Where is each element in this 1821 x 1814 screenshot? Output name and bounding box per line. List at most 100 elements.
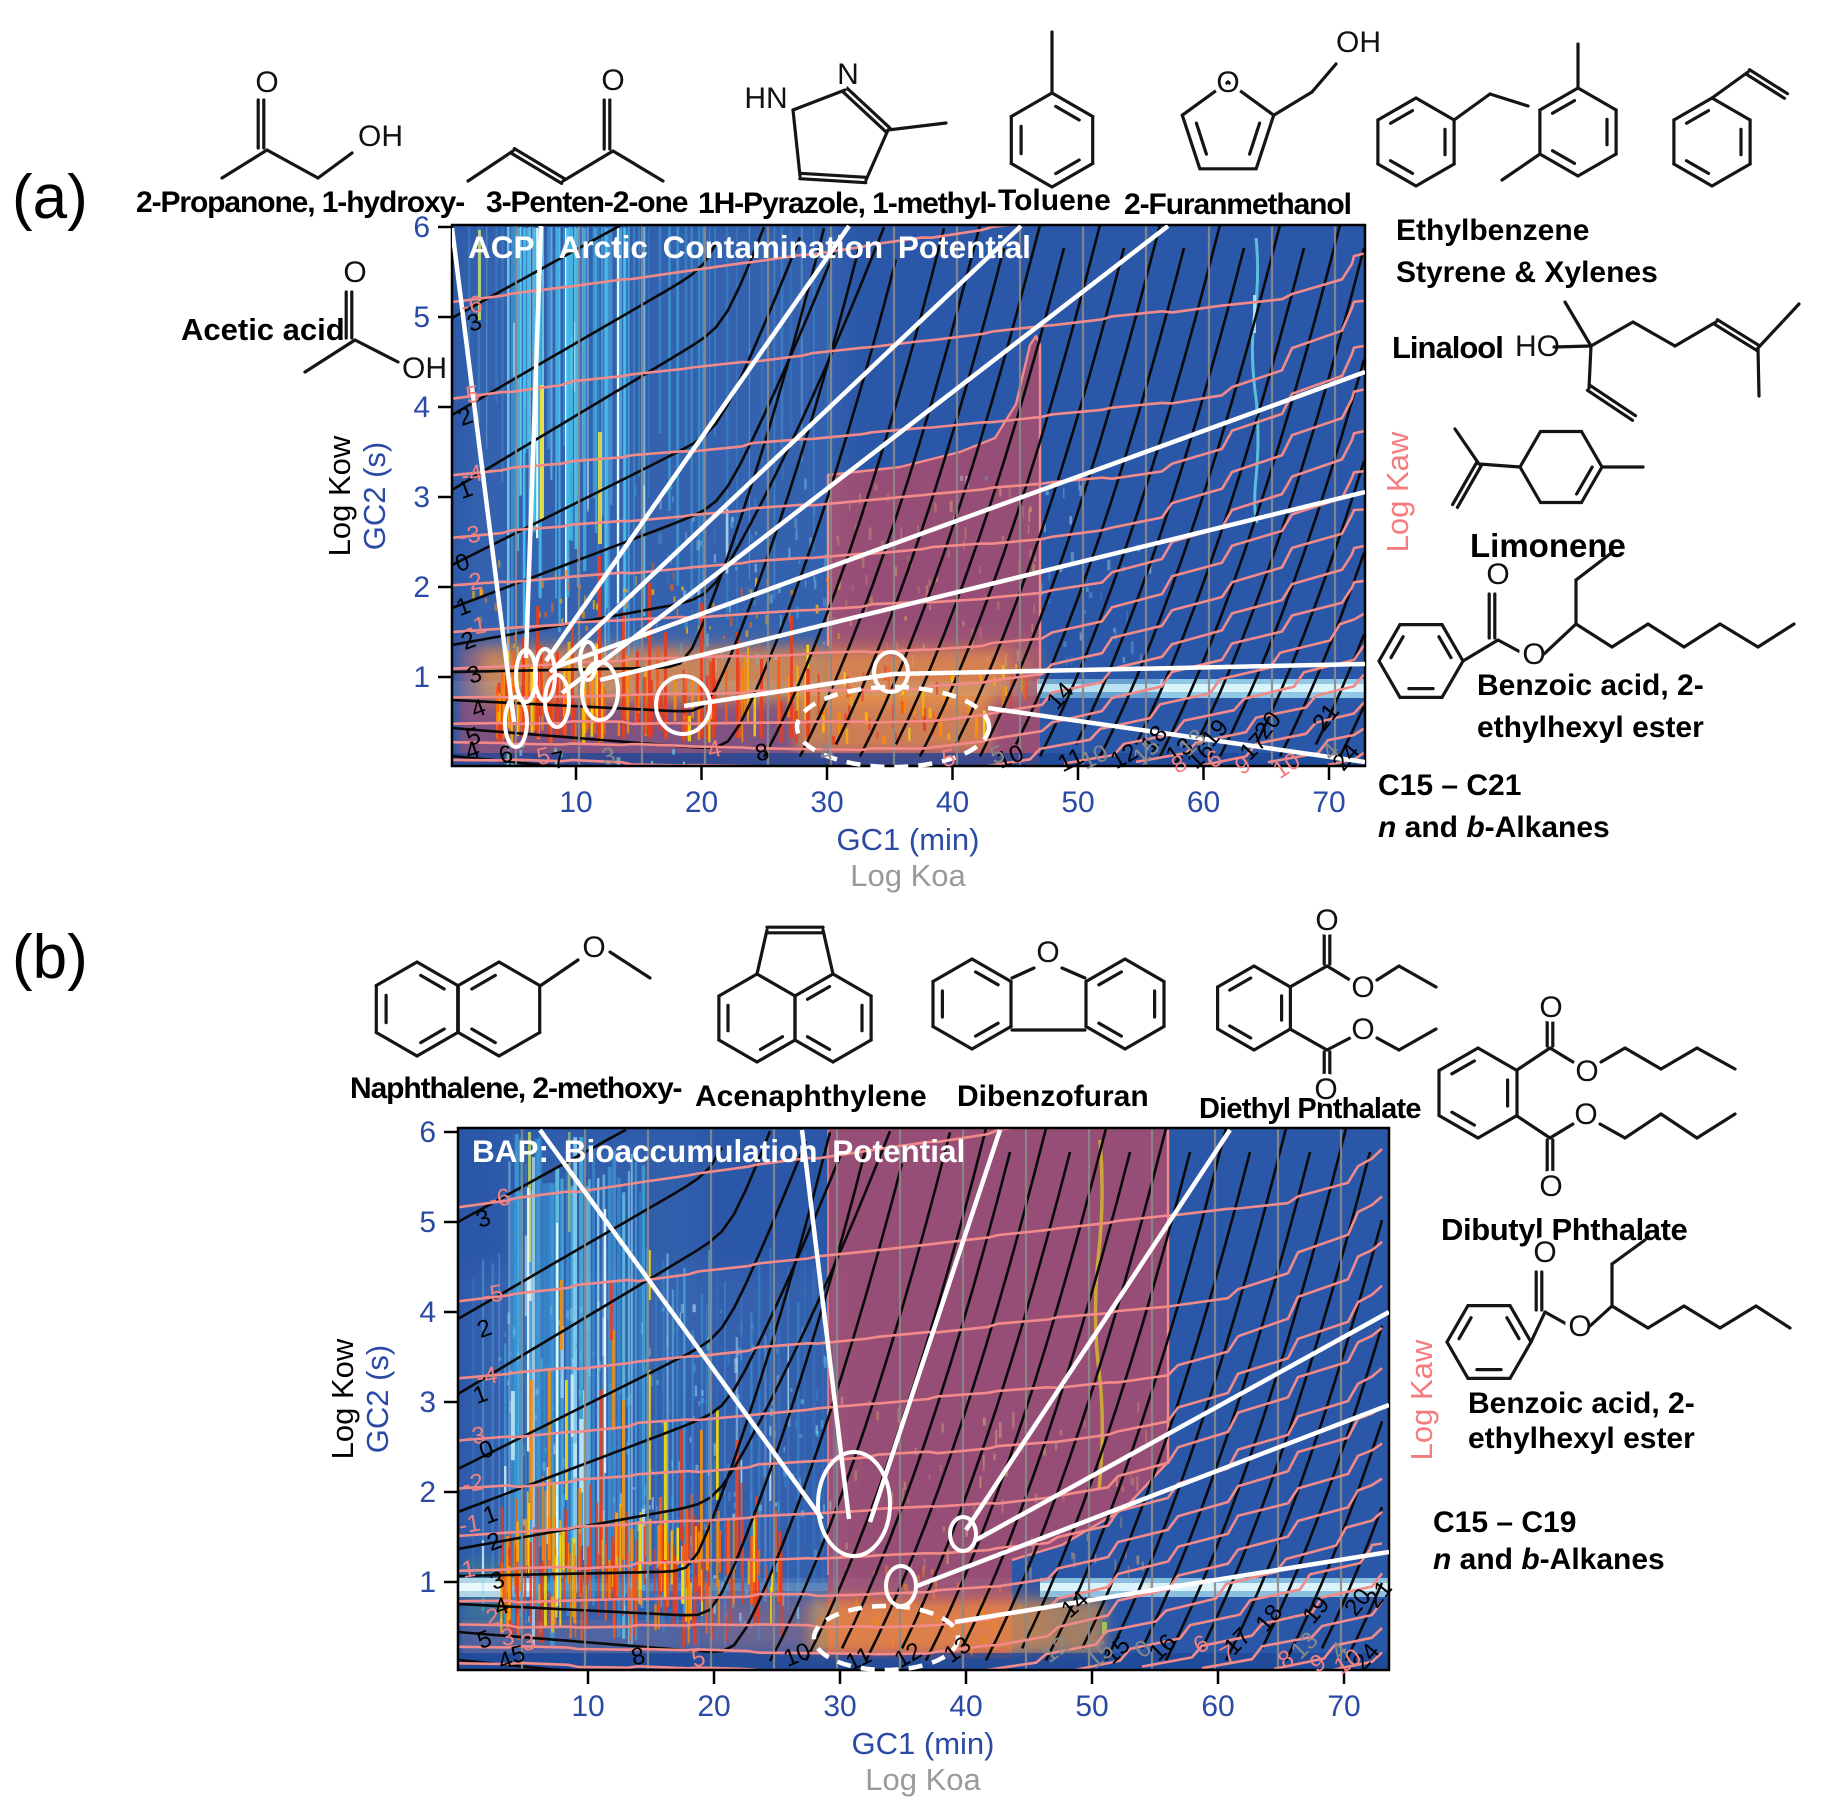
svg-text:O: O (255, 66, 278, 99)
svg-text:3: 3 (519, 1628, 538, 1657)
svg-text:30: 30 (810, 786, 843, 819)
svg-text:-1: -1 (457, 1509, 483, 1539)
svg-text:60: 60 (1187, 786, 1220, 819)
svg-text:70: 70 (1312, 786, 1345, 819)
svg-text:GC1 (min): GC1 (min) (837, 822, 980, 857)
svg-text:-5: -5 (456, 380, 482, 410)
svg-text:-5: -5 (480, 1279, 506, 1309)
svg-text:O: O (1522, 638, 1545, 671)
svg-text:3: 3 (499, 1623, 517, 1652)
svg-text:O: O (1539, 991, 1562, 1024)
svg-text:O: O (1351, 1013, 1374, 1046)
svg-text:5: 5 (419, 1206, 436, 1239)
svg-text:6: 6 (419, 1116, 436, 1149)
svg-text:-2: -2 (460, 1468, 486, 1498)
svg-text:GC2 (s): GC2 (s) (357, 442, 392, 551)
svg-text:-2: -2 (459, 567, 485, 597)
svg-text:4: 4 (816, 738, 835, 767)
svg-text:2-Furanmethanol: 2-Furanmethanol (1124, 188, 1351, 221)
svg-text:2: 2 (413, 571, 430, 604)
svg-text:(b): (b) (12, 923, 88, 992)
svg-text:5: 5 (508, 1640, 527, 1669)
svg-text:Benzoic acid, 2-: Benzoic acid, 2- (1477, 669, 1704, 702)
svg-text:n and b-Alkanes: n and b-Alkanes (1378, 811, 1610, 844)
svg-text:Styrene & Xylenes: Styrene & Xylenes (1396, 256, 1658, 289)
svg-text:2-Propanone, 1-hydroxy-: 2-Propanone, 1-hydroxy- (136, 186, 464, 219)
svg-text:1: 1 (413, 661, 430, 694)
svg-text:O: O (343, 256, 366, 289)
svg-text:Log Kaw: Log Kaw (1404, 1339, 1439, 1460)
svg-text:-3: -3 (462, 1421, 488, 1451)
svg-text:4: 4 (705, 735, 724, 764)
svg-text:Limonene: Limonene (1470, 527, 1626, 564)
svg-text:3: 3 (599, 742, 618, 771)
svg-text:50: 50 (1061, 786, 1094, 819)
svg-text:2: 2 (484, 1603, 502, 1632)
svg-text:O: O (1036, 936, 1059, 969)
svg-text:ethylhexyl ester: ethylhexyl ester (1468, 1422, 1695, 1455)
svg-text:40: 40 (936, 786, 969, 819)
svg-text:7: 7 (549, 746, 568, 775)
svg-text:Naphthalene, 2-methoxy-: Naphthalene, 2-methoxy- (350, 1072, 682, 1105)
svg-text:n and b-Alkanes: n and b-Alkanes (1433, 1543, 1665, 1576)
svg-text:10: 10 (559, 786, 592, 819)
svg-text:Acetic acid: Acetic acid (181, 312, 345, 347)
svg-text:-4: -4 (459, 459, 485, 489)
svg-text:ethylhexyl ester: ethylhexyl ester (1477, 711, 1704, 744)
svg-text:10: 10 (571, 1690, 604, 1723)
svg-text:5: 5 (689, 1644, 708, 1673)
svg-text:ACP: Arctic Contamination Pote: ACP: Arctic Contamination Potential (468, 229, 1031, 265)
svg-text:(a): (a) (12, 163, 88, 232)
svg-text:Benzoic acid, 2-: Benzoic acid, 2- (1468, 1387, 1695, 1420)
svg-text:OH: OH (358, 120, 403, 153)
svg-text:3: 3 (419, 1386, 436, 1419)
svg-text:8: 8 (628, 1642, 647, 1671)
svg-text:20: 20 (685, 786, 718, 819)
svg-text:5: 5 (940, 744, 958, 773)
svg-text:GC2 (s): GC2 (s) (360, 1345, 395, 1454)
svg-text:3: 3 (413, 481, 430, 514)
svg-text:Dibutyl Phthalate: Dibutyl Phthalate (1441, 1212, 1688, 1247)
svg-text:Linalool: Linalool (1392, 330, 1503, 365)
svg-text:OH: OH (402, 352, 447, 385)
svg-text:Log Koa: Log Koa (850, 858, 966, 893)
svg-text:8: 8 (752, 738, 771, 767)
svg-text:GC1 (min): GC1 (min) (852, 1726, 995, 1761)
svg-text:1H-Pyrazole, 1-methyl-: 1H-Pyrazole, 1-methyl- (698, 187, 996, 220)
svg-text:-6: -6 (459, 290, 485, 320)
svg-text:2: 2 (419, 1476, 436, 1509)
svg-text:4: 4 (413, 391, 430, 424)
svg-text:C15 – C19: C15 – C19 (1433, 1506, 1576, 1539)
svg-text:Log Kow: Log Kow (322, 435, 357, 556)
svg-text:Log Koa: Log Koa (865, 1762, 981, 1797)
svg-text:50: 50 (1075, 1690, 1108, 1723)
svg-text:20: 20 (697, 1690, 730, 1723)
svg-text:70: 70 (1327, 1690, 1360, 1723)
svg-text:O: O (1486, 558, 1509, 591)
svg-text:5: 5 (534, 742, 553, 771)
svg-text:C15 – C21: C15 – C21 (1378, 769, 1521, 802)
svg-text:O: O (1533, 1236, 1556, 1269)
svg-text:5: 5 (413, 301, 430, 334)
svg-text:BAP: Bioaccumulation Potential: BAP: Bioaccumulation Potential (472, 1133, 965, 1169)
svg-text:6: 6 (413, 211, 430, 244)
svg-text:Dibenzofuran: Dibenzofuran (957, 1080, 1149, 1113)
svg-text:Toluene: Toluene (998, 184, 1111, 217)
svg-text:1: 1 (419, 1566, 436, 1599)
svg-text:O: O (1568, 1310, 1591, 1343)
svg-text:N: N (837, 58, 859, 91)
svg-text:-3: -3 (457, 520, 483, 550)
svg-text:HN: HN (744, 82, 787, 115)
svg-text:Diethyl Phthalate: Diethyl Phthalate (1199, 1093, 1421, 1125)
svg-text:O: O (1575, 1055, 1598, 1088)
svg-text:O: O (1314, 1073, 1337, 1106)
svg-text:O: O (601, 64, 624, 97)
svg-text:O: O (582, 931, 605, 964)
svg-text:O: O (1574, 1098, 1597, 1131)
svg-text:O: O (1351, 971, 1374, 1004)
svg-text:60: 60 (1201, 1690, 1234, 1723)
svg-text:O: O (1216, 66, 1239, 99)
svg-text:Log Kaw: Log Kaw (1380, 431, 1415, 552)
svg-text:-6: -6 (487, 1183, 513, 1213)
svg-text:Acenaphthylene: Acenaphthylene (695, 1080, 927, 1113)
